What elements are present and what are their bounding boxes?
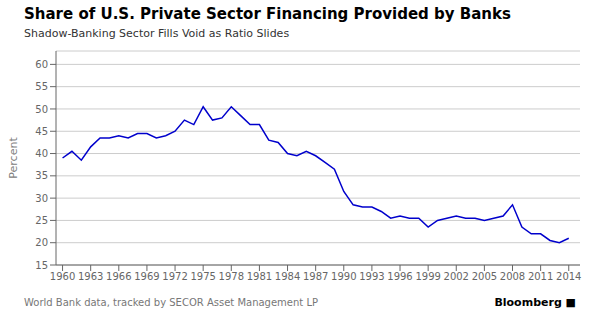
svg-text:25: 25: [35, 215, 48, 226]
svg-text:1972: 1972: [162, 271, 187, 282]
svg-text:1969: 1969: [134, 271, 159, 282]
svg-text:20: 20: [35, 237, 48, 248]
svg-text:1960: 1960: [50, 271, 75, 282]
svg-text:1993: 1993: [359, 271, 384, 282]
svg-text:1966: 1966: [106, 271, 131, 282]
svg-text:1975: 1975: [190, 271, 215, 282]
svg-text:2014: 2014: [556, 271, 581, 282]
svg-text:1963: 1963: [78, 271, 103, 282]
svg-text:1996: 1996: [387, 271, 412, 282]
svg-text:35: 35: [35, 170, 48, 181]
html-text:Share of U.S. Private Sector F: Share of U.S. Private Sector Financing P…: [24, 5, 511, 23]
svg-text:55: 55: [35, 81, 48, 92]
html-text:Shadow-Banking Sector Fills Vo: Shadow-Banking Sector Fills Void as Rati…: [24, 27, 290, 40]
svg-text:2005: 2005: [472, 271, 497, 282]
svg-text:15: 15: [35, 260, 48, 271]
svg-text:1978: 1978: [219, 271, 244, 282]
svg-text:1999: 1999: [415, 271, 440, 282]
svg-text:1990: 1990: [331, 271, 356, 282]
svg-text:1981: 1981: [247, 271, 272, 282]
svg-text:1984: 1984: [275, 271, 300, 282]
svg-text:30: 30: [35, 193, 48, 204]
svg-text:45: 45: [35, 126, 48, 137]
svg-text:40: 40: [35, 148, 48, 159]
html-text:Bloomberg ■: Bloomberg ■: [494, 296, 576, 309]
svg-text:2011: 2011: [528, 271, 553, 282]
svg-text:60: 60: [35, 59, 48, 70]
html-text:World Bank data, tracked by SE: World Bank data, tracked by SECOR Asset …: [24, 297, 318, 308]
svg-text:1987: 1987: [303, 271, 328, 282]
svg-text:2002: 2002: [444, 271, 469, 282]
svg-text:Percent: Percent: [8, 137, 20, 179]
svg-text:2008: 2008: [500, 271, 525, 282]
svg-text:50: 50: [35, 104, 48, 115]
